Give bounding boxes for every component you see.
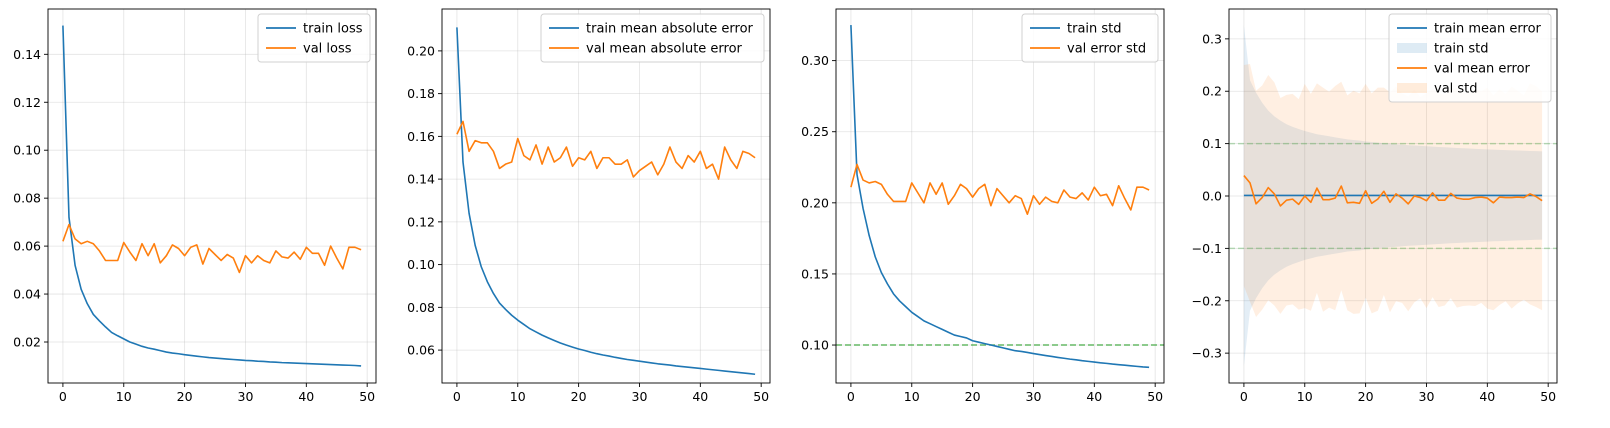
- legend-label: val loss: [303, 42, 352, 57]
- x-tick-label: 20: [571, 389, 587, 404]
- x-tick-label: 30: [1026, 389, 1042, 404]
- legend-swatch: [1397, 43, 1427, 53]
- legend: train loss val loss: [257, 13, 371, 63]
- y-tick-label: 0.10: [801, 338, 829, 353]
- y-tick-label: 0.14: [407, 172, 435, 187]
- legend-label: val error std: [1067, 42, 1146, 57]
- legend: train std val error std: [1021, 13, 1159, 63]
- y-tick-label: 0.12: [407, 214, 435, 229]
- y-tick-label: 0.04: [13, 287, 41, 302]
- series-line-train-loss: [62, 25, 362, 367]
- y-tick-label: 0.10: [13, 143, 41, 158]
- x-tick-label: 20: [177, 389, 193, 404]
- y-tick-label: −0.3: [1192, 346, 1222, 361]
- x-tick-label: 50: [1147, 389, 1163, 404]
- x-tick-label: 20: [1358, 389, 1374, 404]
- chart-panel-1: 0 10 20 30 40 50 0.02 0.04 0.06 0.08 0.10 0.12 0.14 t…: [13, 8, 377, 404]
- legend: train mean error train std val mean error v…: [1388, 13, 1552, 103]
- y-tick-label: 0.14: [13, 47, 41, 62]
- legend-label: val mean error: [1434, 62, 1531, 77]
- std-band-val-std: [1243, 64, 1543, 317]
- legend-box: [1388, 13, 1552, 103]
- x-tick-label: 10: [116, 389, 132, 404]
- y-tick-label: 0.25: [801, 124, 829, 139]
- series-line-val-error-std: [850, 163, 1150, 215]
- x-tick-label: 40: [298, 389, 314, 404]
- x-tick-label: 30: [632, 389, 648, 404]
- y-tick-label: 0.08: [13, 191, 41, 206]
- legend: train mean absolute error val mean absolu…: [540, 13, 765, 63]
- y-tick-label: 0.30: [801, 53, 829, 68]
- series-line-val-mean-absolute-error: [456, 120, 756, 180]
- series-line-val-mean-error: [1243, 175, 1543, 207]
- x-tick-label: 30: [1419, 389, 1435, 404]
- series-line-train-std: [850, 25, 1150, 369]
- axes-frame: [47, 8, 377, 384]
- x-tick-label: 10: [1297, 389, 1313, 404]
- y-tick-label: 0.1: [1202, 136, 1222, 151]
- y-tick-label: 0.16: [407, 129, 435, 144]
- x-tick-label: 0: [59, 389, 67, 404]
- x-tick-label: 0: [1240, 389, 1248, 404]
- y-tick-label: 0.20: [801, 195, 829, 210]
- chart-panel-4: 0 10 20 30 40 50 −0.3 −0.2 −0.1 0.0 0.1 0.2 0.3 train…: [1192, 8, 1558, 404]
- y-tick-label: 0.02: [13, 335, 41, 350]
- legend-label: train std: [1434, 42, 1489, 57]
- series-line-train-mean-absolute-error: [456, 27, 756, 376]
- legend-label: train loss: [303, 22, 363, 37]
- y-tick-label: 0.0: [1202, 189, 1222, 204]
- y-tick-label: 0.08: [407, 300, 435, 315]
- x-tick-label: 0: [453, 389, 461, 404]
- y-tick-label: 0.10: [407, 257, 435, 272]
- y-tick-label: −0.1: [1192, 241, 1222, 256]
- x-tick-label: 40: [1479, 389, 1495, 404]
- legend-label: val std: [1434, 82, 1478, 97]
- y-tick-label: 0.18: [407, 86, 435, 101]
- x-tick-label: 10: [904, 389, 920, 404]
- legend-box: [1021, 13, 1159, 63]
- x-tick-label: 40: [1086, 389, 1102, 404]
- chart-panel-3: 0 10 20 30 40 50 0.10 0.15 0.20 0.25 0.30 train std…: [801, 8, 1165, 404]
- y-tick-label: 0.12: [13, 95, 41, 110]
- legend-swatch: [1397, 83, 1427, 93]
- y-tick-label: 0.15: [801, 266, 829, 281]
- y-tick-label: 0.3: [1202, 31, 1222, 46]
- y-tick-label: −0.2: [1192, 293, 1222, 308]
- x-tick-label: 0: [847, 389, 855, 404]
- x-tick-label: 40: [692, 389, 708, 404]
- y-tick-label: 0.20: [407, 43, 435, 58]
- x-tick-label: 50: [1540, 389, 1556, 404]
- x-tick-label: 10: [510, 389, 526, 404]
- y-tick-label: 0.06: [13, 239, 41, 254]
- legend-label: train std: [1067, 22, 1122, 37]
- x-tick-label: 50: [359, 389, 375, 404]
- legend-box: [257, 13, 371, 63]
- x-tick-label: 20: [965, 389, 981, 404]
- x-tick-label: 50: [753, 389, 769, 404]
- legend-label: train mean absolute error: [586, 22, 754, 37]
- legend-label: train mean error: [1434, 22, 1542, 37]
- chart-panel-2: 0 10 20 30 40 50 0.06 0.08 0.10 0.12 0.14 0.16 0.18 0…: [407, 8, 771, 404]
- legend-box: [540, 13, 765, 63]
- axes-frame: [441, 8, 771, 384]
- x-tick-label: 30: [238, 389, 254, 404]
- series-line-val-loss: [62, 223, 362, 274]
- y-tick-label: 0.06: [407, 343, 435, 358]
- y-tick-label: 0.2: [1202, 84, 1222, 99]
- legend-label: val mean absolute error: [586, 42, 743, 57]
- axes-frame: [835, 8, 1165, 384]
